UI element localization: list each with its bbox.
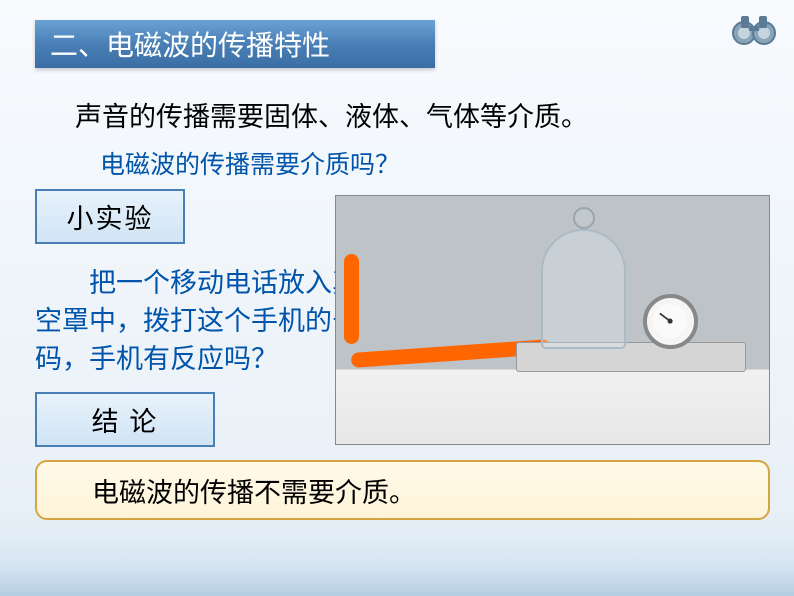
tube-vertical [344, 254, 359, 344]
conclusion-box: 电磁波的传播不需要介质。 [35, 460, 770, 520]
conclusion-label-box: 结 论 [35, 392, 215, 447]
section-title: 二、电磁波的传播特性 [50, 24, 330, 64]
experiment-description: 把一个移动电话放入真空罩中，拨打这个手机的号码，手机有反应吗？ [35, 265, 385, 378]
question-text: 电磁波的传播需要介质吗？ [100, 145, 400, 181]
experiment-photo [335, 195, 770, 445]
section-header: 二、电磁波的传播特性 [35, 20, 435, 68]
conclusion-text: 电磁波的传播不需要介质。 [92, 471, 416, 510]
bottom-decoration [0, 536, 794, 596]
bell-jar-knob [573, 207, 595, 229]
bell-jar [541, 229, 626, 349]
experiment-label-box: 小实验 [35, 189, 185, 244]
binoculars-icon [729, 8, 779, 48]
pressure-gauge [643, 294, 698, 349]
experiment-label-text: 小实验 [67, 197, 154, 236]
conclusion-label-text: 结 论 [92, 400, 159, 439]
intro-text: 声音的传播需要固体、液体、气体等介质。 [75, 95, 588, 134]
